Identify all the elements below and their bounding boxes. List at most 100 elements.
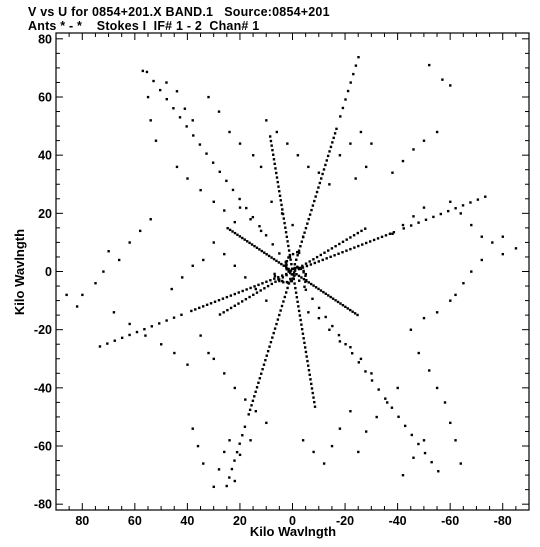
uv-point (238, 442, 241, 445)
uv-point (359, 130, 363, 134)
uv-point (289, 279, 293, 283)
uv-point (192, 134, 195, 137)
uv-point (341, 240, 345, 243)
uv-point (301, 332, 305, 335)
uv-point (286, 286, 289, 290)
uv-point (295, 273, 298, 276)
uv-point (424, 218, 428, 221)
uv-point (94, 282, 97, 285)
uv-point (263, 251, 266, 254)
uv-point (334, 299, 337, 302)
uv-point (328, 183, 331, 186)
uv-point (289, 258, 292, 261)
uv-point (249, 218, 252, 221)
uv-point (280, 262, 283, 266)
uv-point (186, 177, 189, 180)
uv-point (218, 170, 221, 173)
uv-point (226, 308, 229, 312)
uv-point (309, 378, 312, 381)
uv-point (364, 370, 367, 373)
uv-point (75, 305, 79, 308)
uv-point (106, 342, 109, 345)
uv-point (175, 165, 179, 169)
uv-point (317, 186, 320, 189)
uv-point (454, 207, 457, 210)
uv-point (377, 388, 380, 391)
uv-point (337, 252, 340, 255)
uv-point (259, 165, 263, 169)
uv-point (165, 97, 168, 101)
uv-point (233, 220, 236, 224)
uv-point (449, 299, 452, 302)
uv-point (430, 460, 433, 464)
uv-point (243, 238, 246, 241)
uv-point (270, 282, 273, 286)
uv-point (296, 250, 299, 254)
uv-point (98, 345, 102, 348)
uv-point (248, 241, 251, 245)
uv-point (311, 391, 314, 395)
uv-point (252, 293, 255, 297)
uv-point (341, 106, 345, 110)
uv-point (266, 349, 270, 353)
uv-point (279, 309, 282, 312)
uv-point (217, 468, 221, 471)
uv-point (245, 240, 249, 243)
uv-point (120, 336, 124, 340)
uv-point (341, 251, 344, 254)
uv-point (275, 322, 278, 326)
uv-point (349, 410, 352, 413)
uv-point (199, 188, 202, 192)
uv-point (158, 88, 162, 92)
uv-point (244, 398, 247, 401)
uv-point (354, 177, 357, 180)
uv-point (308, 373, 311, 376)
uv-point (380, 235, 384, 239)
uv-point (253, 244, 256, 248)
uv-point (324, 292, 328, 295)
uv-point (225, 484, 228, 488)
uv-point (370, 142, 373, 145)
uv-point (360, 229, 363, 233)
uv-point (313, 199, 316, 203)
uv-point (198, 143, 202, 146)
uv-point (352, 234, 356, 237)
uv-point (349, 308, 352, 312)
uv-point (292, 267, 295, 270)
uv-point (401, 223, 405, 227)
uv-point (296, 300, 299, 304)
uv-point (304, 350, 308, 354)
x-tick-label: -60 (441, 514, 459, 528)
uv-point (357, 361, 361, 364)
uv-point (304, 262, 308, 265)
uv-point (285, 263, 288, 266)
x-tick-label: 20 (233, 514, 247, 528)
uv-point (254, 390, 257, 393)
uv-point (331, 297, 335, 300)
uv-point (289, 277, 292, 281)
uv-point (186, 363, 189, 366)
uv-point (141, 69, 145, 73)
uv-point (391, 232, 394, 235)
uv-point (223, 450, 226, 454)
uv-point (291, 252, 295, 256)
uv-point (284, 226, 287, 229)
uv-point (301, 235, 305, 238)
uv-point (202, 462, 205, 465)
uv-point (138, 229, 142, 233)
y-tick-label: 40 (38, 149, 52, 163)
uv-point (354, 64, 358, 67)
uv-point (300, 276, 303, 279)
uv-point (349, 142, 352, 145)
uv-point (249, 439, 252, 442)
uv-point (285, 266, 288, 269)
uv-point (235, 450, 239, 454)
uv-point (271, 243, 274, 246)
uv-point (300, 327, 304, 331)
uv-point (149, 119, 152, 122)
uv-point (454, 293, 457, 297)
uv-point (293, 269, 297, 272)
uv-point (233, 292, 236, 296)
uv-point (287, 267, 290, 271)
uv-point (270, 200, 273, 203)
